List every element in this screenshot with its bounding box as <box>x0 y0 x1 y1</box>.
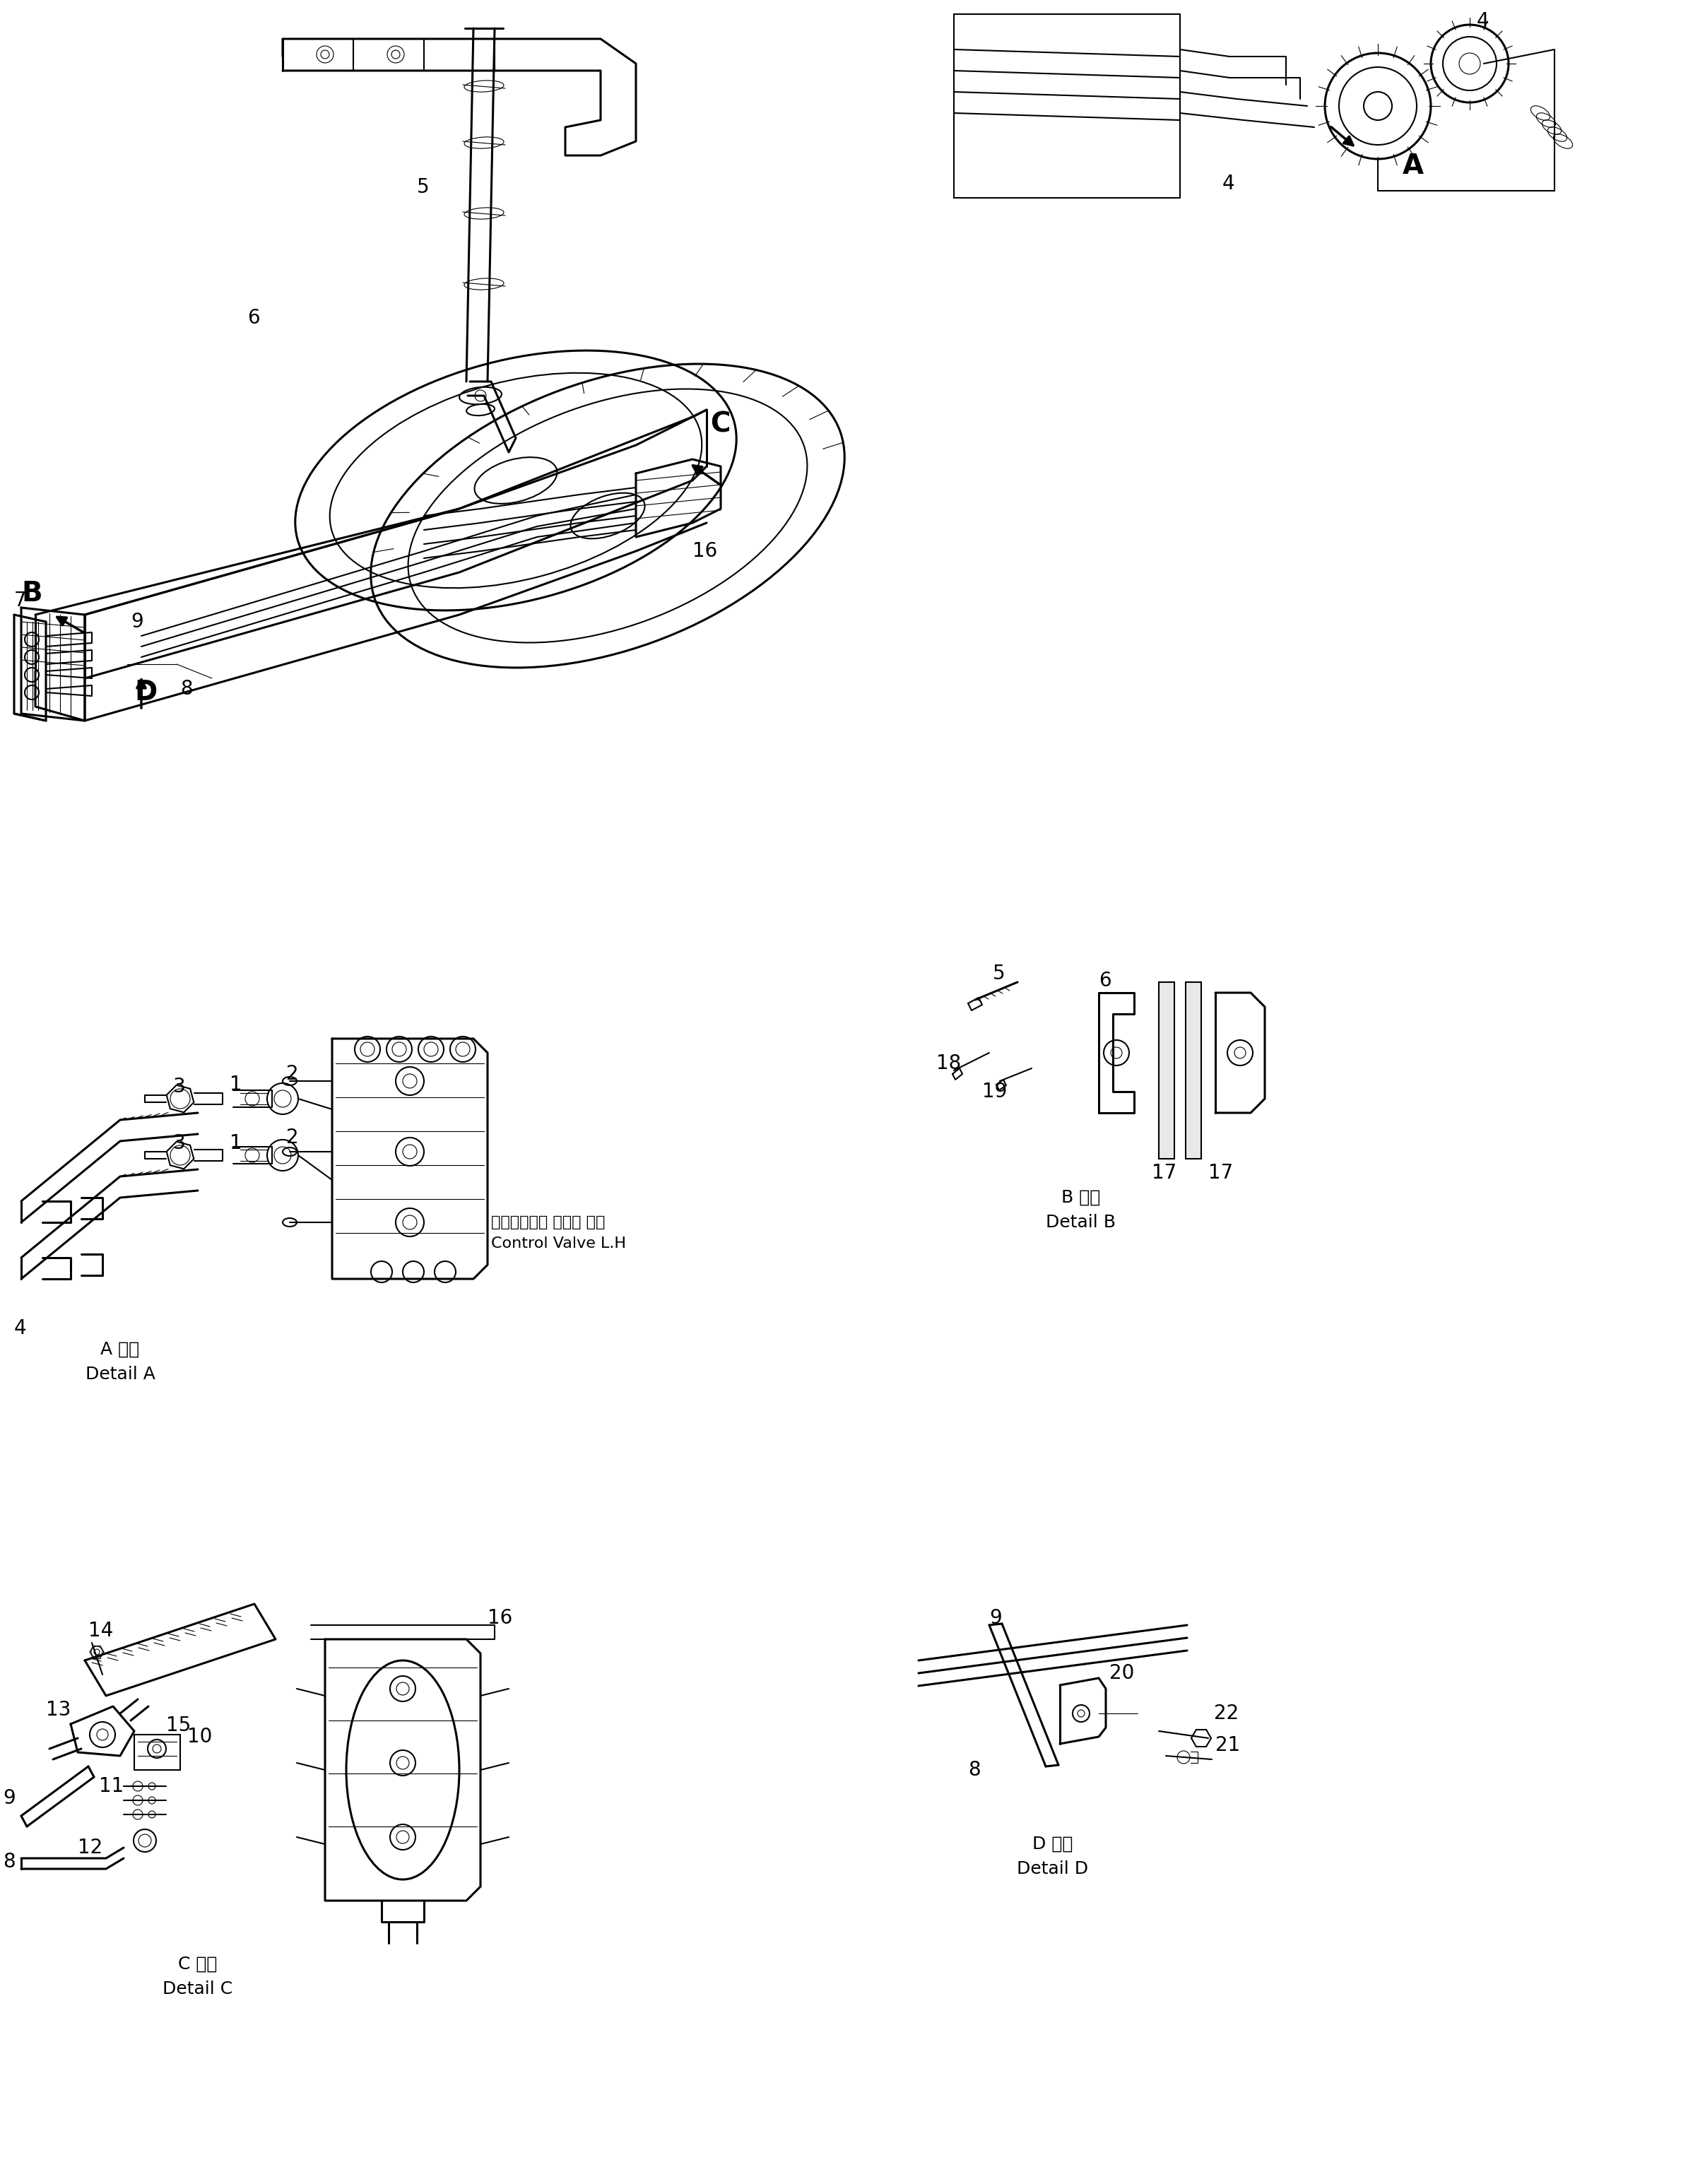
Text: 13: 13 <box>46 1699 72 1719</box>
Text: 12: 12 <box>77 1837 102 1859</box>
Text: 4: 4 <box>1222 175 1234 194</box>
Text: 6: 6 <box>247 308 259 328</box>
Text: Detail C: Detail C <box>162 1981 234 1998</box>
Text: Control Valve L.H: Control Valve L.H <box>491 1236 626 1251</box>
Text: 21: 21 <box>1216 1736 1240 1756</box>
Text: Detail A: Detail A <box>85 1365 155 1382</box>
Bar <box>135 1734 181 1769</box>
Text: B: B <box>20 581 43 607</box>
Text: 4: 4 <box>1477 11 1488 31</box>
Text: Detail D: Detail D <box>1018 1861 1088 1878</box>
Text: 22: 22 <box>1214 1704 1240 1723</box>
Bar <box>1185 983 1202 1160</box>
Text: 19: 19 <box>982 1081 1008 1101</box>
Text: 3: 3 <box>174 1133 186 1153</box>
Text: 11: 11 <box>99 1776 124 1795</box>
Bar <box>1159 983 1175 1160</box>
Text: 8: 8 <box>181 679 193 699</box>
Text: 2: 2 <box>286 1064 298 1083</box>
Text: コントロール バルブ 左側: コントロール バルブ 左側 <box>491 1214 605 1230</box>
Text: 8: 8 <box>968 1760 980 1780</box>
Text: 18: 18 <box>936 1053 962 1072</box>
Text: 9: 9 <box>131 612 143 631</box>
Text: 10: 10 <box>188 1728 211 1747</box>
Text: 17: 17 <box>1209 1164 1233 1184</box>
Text: A 詳細: A 詳細 <box>101 1341 140 1358</box>
Text: 17: 17 <box>1153 1164 1176 1184</box>
Text: 9: 9 <box>989 1607 1003 1627</box>
Text: Detail B: Detail B <box>1047 1214 1117 1232</box>
Text: 5: 5 <box>418 177 430 197</box>
Text: 5: 5 <box>992 963 1006 983</box>
Text: C 詳細: C 詳細 <box>179 1957 218 1972</box>
Text: 2: 2 <box>286 1127 298 1147</box>
Text: 4: 4 <box>14 1319 27 1339</box>
Text: 16: 16 <box>692 542 718 561</box>
Text: 20: 20 <box>1110 1664 1134 1684</box>
Text: 9: 9 <box>3 1789 15 1808</box>
Text: 1: 1 <box>230 1075 242 1094</box>
Text: 14: 14 <box>89 1621 113 1640</box>
Text: 1: 1 <box>230 1133 242 1153</box>
Text: 6: 6 <box>1098 972 1112 992</box>
Text: 15: 15 <box>165 1717 191 1736</box>
Text: C: C <box>709 411 730 437</box>
Circle shape <box>1364 92 1391 120</box>
Text: 7: 7 <box>14 590 27 612</box>
Ellipse shape <box>571 494 644 539</box>
Text: 16: 16 <box>488 1607 513 1627</box>
Text: 8: 8 <box>3 1852 15 1872</box>
Text: A: A <box>1403 153 1424 179</box>
Bar <box>953 13 1180 199</box>
Text: B 詳細: B 詳細 <box>1062 1188 1101 1206</box>
Text: 3: 3 <box>174 1077 186 1096</box>
Text: D: D <box>135 679 157 705</box>
Text: D 詳細: D 詳細 <box>1033 1837 1072 1852</box>
